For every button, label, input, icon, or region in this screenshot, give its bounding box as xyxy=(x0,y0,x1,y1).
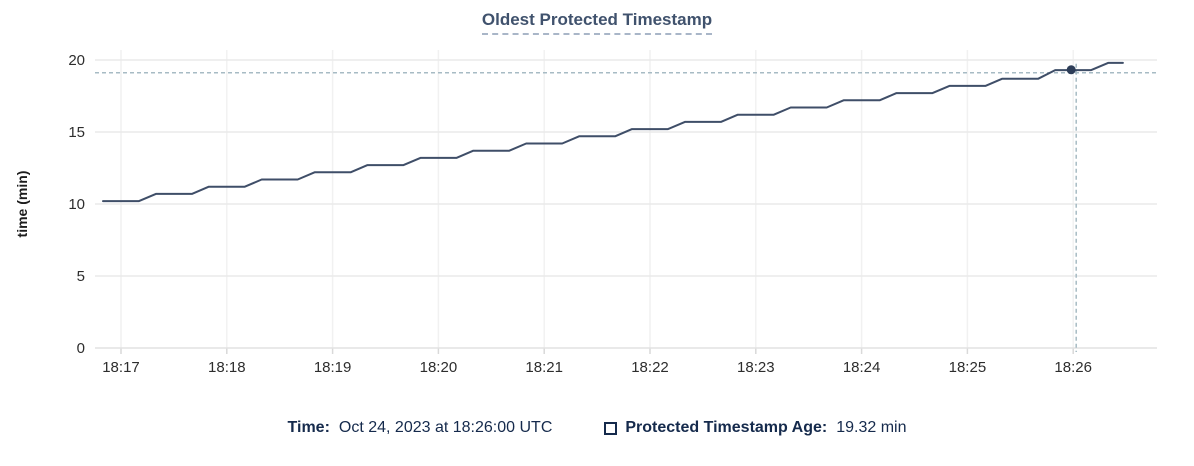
y-tick-label: 15 xyxy=(68,124,85,141)
x-tick-label: 18:20 xyxy=(420,359,458,376)
time-label: Time: xyxy=(287,419,330,436)
legend-series: Protected Timestamp Age: 19.32 min xyxy=(604,419,906,437)
x-tick-label: 18:19 xyxy=(314,359,352,376)
y-tick-label: 0 xyxy=(77,340,85,357)
chart-plot[interactable]: 18:17 18:18 18:19 18:20 18:21 18:22 18:23 18:24… xyxy=(0,0,1194,402)
y-tick-label: 5 xyxy=(77,268,85,285)
x-tick-label: 18:17 xyxy=(102,359,140,376)
series-label: Protected Timestamp Age: xyxy=(625,419,828,436)
x-tick-label: 18:21 xyxy=(525,359,563,376)
chart-title-row: Oldest Protected Timestamp xyxy=(0,10,1194,35)
series-swatch-icon xyxy=(604,421,618,435)
x-tick-label: 18:23 xyxy=(737,359,775,376)
x-tick-label: 18:18 xyxy=(208,359,246,376)
x-tick-label: 18:22 xyxy=(631,359,669,376)
y-tick-label: 10 xyxy=(68,196,85,213)
x-tick-label: 18:26 xyxy=(1054,359,1092,376)
time-value: Oct 24, 2023 at 18:26:00 UTC xyxy=(338,419,553,436)
y-tick-label: 20 xyxy=(68,52,85,69)
x-tick-label: 18:24 xyxy=(843,359,881,376)
chart-title[interactable]: Oldest Protected Timestamp xyxy=(481,10,713,35)
x-tick-label: 18:25 xyxy=(949,359,987,376)
hover-dot xyxy=(1066,65,1076,75)
hover-readout: Time: Oct 24, 2023 at 18:26:00 UTC Prote… xyxy=(0,419,1194,437)
y-axis-title: time (min) xyxy=(14,171,30,238)
data-line xyxy=(102,61,1124,203)
series-value: 19.32 min xyxy=(836,419,907,436)
